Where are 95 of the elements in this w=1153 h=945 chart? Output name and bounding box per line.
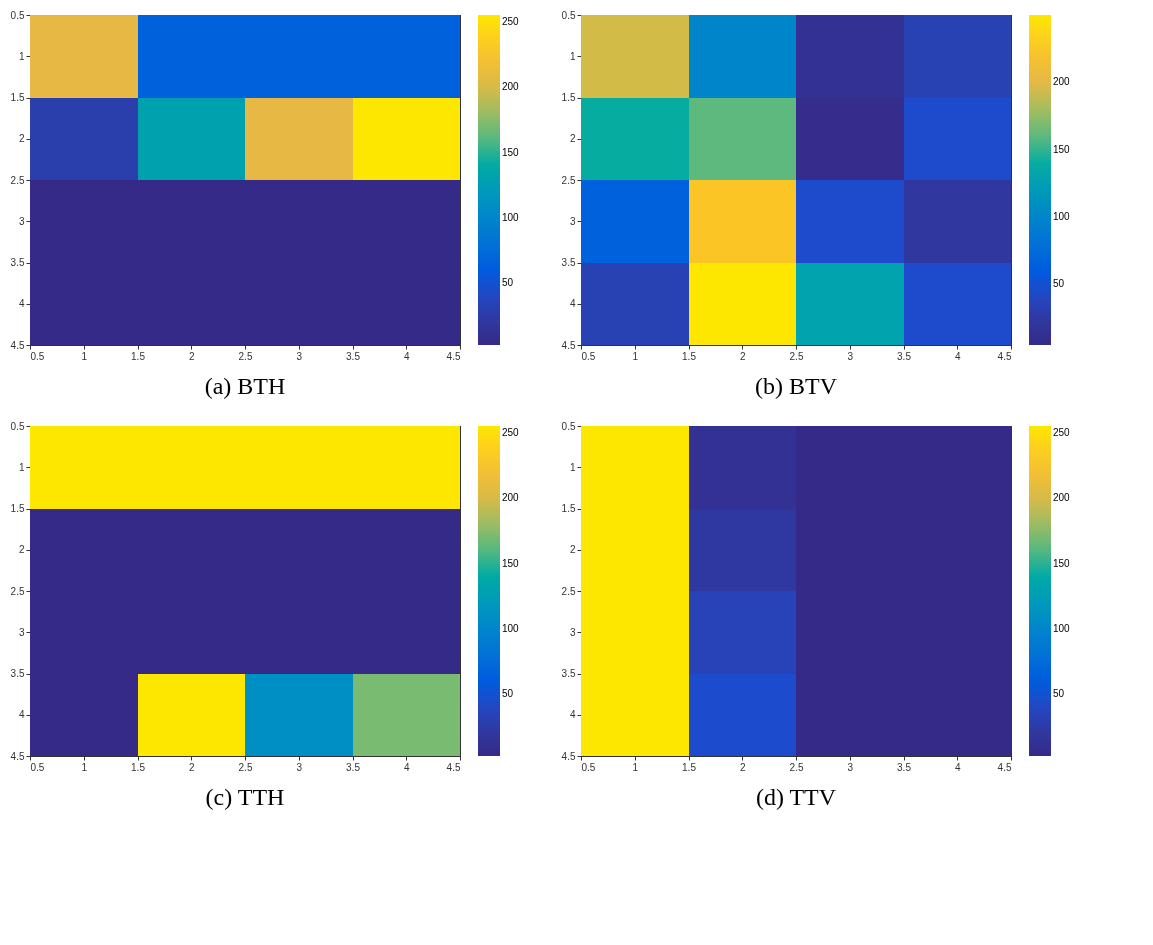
x-tick-label: 2 (739, 350, 746, 362)
y-tick-label: 3 (569, 215, 576, 227)
text: (a) BTH (204, 373, 286, 399)
x-tick-label: 4.5 (446, 350, 461, 362)
y-tick-label: 3.5 (10, 257, 25, 268)
x-tick-label: 4.5 (446, 761, 461, 773)
y-tick-label: 2.5 (10, 585, 25, 597)
x-tick-label: 4 (403, 350, 410, 362)
y-tick-label: 3 (18, 215, 25, 227)
x-tick-label: 3.5 (346, 350, 361, 362)
color-bar-label: 150 (502, 557, 520, 569)
x-tick-label: 4 (954, 761, 961, 773)
x-tick-label: 2.5 (238, 350, 253, 362)
x-tick-label: 0.5 (581, 350, 596, 362)
y-tick-label: 1 (18, 461, 25, 473)
y-tick-label: 2.5 (561, 174, 576, 186)
x-tick-label: 3 (847, 350, 854, 362)
y-tick-label: 3 (569, 626, 576, 638)
y-tick-label: 0.5 (561, 420, 576, 432)
x-tick-label: 1 (81, 350, 88, 362)
x-tick-label: 3.5 (897, 350, 912, 362)
y-tick-label: 1.5 (10, 92, 25, 103)
color-bar-label: 250 (1053, 426, 1071, 438)
text: (b) BTV (755, 373, 838, 399)
x-tick-label: 3 (847, 761, 854, 773)
y-tick-label: 2 (569, 544, 576, 556)
x-tick-label: 2.5 (238, 761, 253, 773)
y-tick-label: 3.5 (561, 257, 576, 268)
y-tick-label: 4 (18, 298, 25, 310)
x-tick-label: 3.5 (346, 761, 361, 773)
y-tick-label: 0.5 (10, 420, 25, 432)
x-tick-label: 4 (954, 350, 961, 362)
y-tick-label: 4 (18, 709, 25, 721)
color-bar-label: 200 (1053, 492, 1071, 504)
color-bar-label: 250 (502, 15, 520, 27)
y-tick-label: 4.5 (561, 339, 576, 351)
x-tick-label: 1 (632, 761, 639, 773)
color-bar-label: 100 (502, 211, 520, 223)
text: (d) TTV (755, 784, 837, 810)
color-bar-label: 100 (1053, 211, 1071, 223)
x-tick-label: 2.5 (789, 350, 804, 362)
y-tick-label: 4 (569, 298, 576, 310)
x-tick-label: 4.5 (997, 761, 1012, 773)
y-tick-label: 4 (569, 709, 576, 721)
y-tick-label: 3 (18, 626, 25, 638)
x-tick-label: 1.5 (131, 350, 146, 362)
color-bar-label: 200 (502, 81, 520, 93)
color-bar-label: 100 (502, 622, 520, 634)
x-tick-label: 0.5 (30, 350, 45, 362)
x-tick-label: 4.5 (997, 350, 1012, 362)
color-bar-label: 200 (502, 492, 520, 504)
x-tick-label: 3.5 (897, 761, 912, 773)
y-tick-label: 0.5 (10, 9, 25, 21)
x-tick-label: 2 (188, 350, 195, 362)
y-tick-label: 3.5 (561, 668, 576, 679)
y-tick-label: 1.5 (10, 503, 25, 514)
x-tick-label: 4 (403, 761, 410, 773)
color-bar-label: 50 (502, 277, 514, 289)
x-tick-label: 2.5 (789, 761, 804, 773)
x-tick-label: 1.5 (682, 761, 697, 773)
y-tick-label: 4.5 (10, 750, 25, 762)
color-bar-label: 150 (502, 146, 520, 158)
color-bar-label: 50 (1053, 688, 1065, 700)
y-tick-label: 2 (569, 133, 576, 145)
x-tick-label: 1 (632, 350, 639, 362)
x-tick-label: 2 (739, 761, 746, 773)
color-bar-label: 250 (502, 426, 520, 438)
y-tick-label: 2.5 (561, 585, 576, 597)
y-tick-label: 1.5 (561, 503, 576, 514)
x-tick-label: 0.5 (581, 761, 596, 773)
y-tick-label: 1 (569, 461, 576, 473)
x-tick-label: 3 (296, 761, 303, 773)
y-tick-label: 0.5 (561, 9, 576, 21)
color-bar-label: 150 (1053, 143, 1071, 155)
x-tick-label: 1.5 (682, 350, 697, 362)
color-bar-label: 50 (502, 688, 514, 700)
x-tick-label: 2 (188, 761, 195, 773)
y-tick-label: 2 (18, 133, 25, 145)
y-tick-label: 4.5 (10, 339, 25, 351)
x-tick-label: 0.5 (30, 761, 45, 773)
color-bar-label: 50 (1053, 278, 1065, 290)
x-tick-label: 1.5 (131, 761, 146, 773)
y-tick-label: 4.5 (561, 750, 576, 762)
color-bar-label: 100 (1053, 622, 1071, 634)
y-tick-label: 1 (18, 50, 25, 62)
text: (c) TTH (205, 784, 285, 810)
color-bar-label: 200 (1053, 76, 1071, 88)
y-tick-label: 1 (569, 50, 576, 62)
y-tick-label: 2 (18, 544, 25, 556)
y-tick-label: 1.5 (561, 92, 576, 103)
y-tick-label: 2.5 (10, 174, 25, 186)
x-tick-label: 1 (81, 761, 88, 773)
x-tick-label: 3 (296, 350, 303, 362)
y-tick-label: 3.5 (10, 668, 25, 679)
color-bar-label: 150 (1053, 557, 1071, 569)
